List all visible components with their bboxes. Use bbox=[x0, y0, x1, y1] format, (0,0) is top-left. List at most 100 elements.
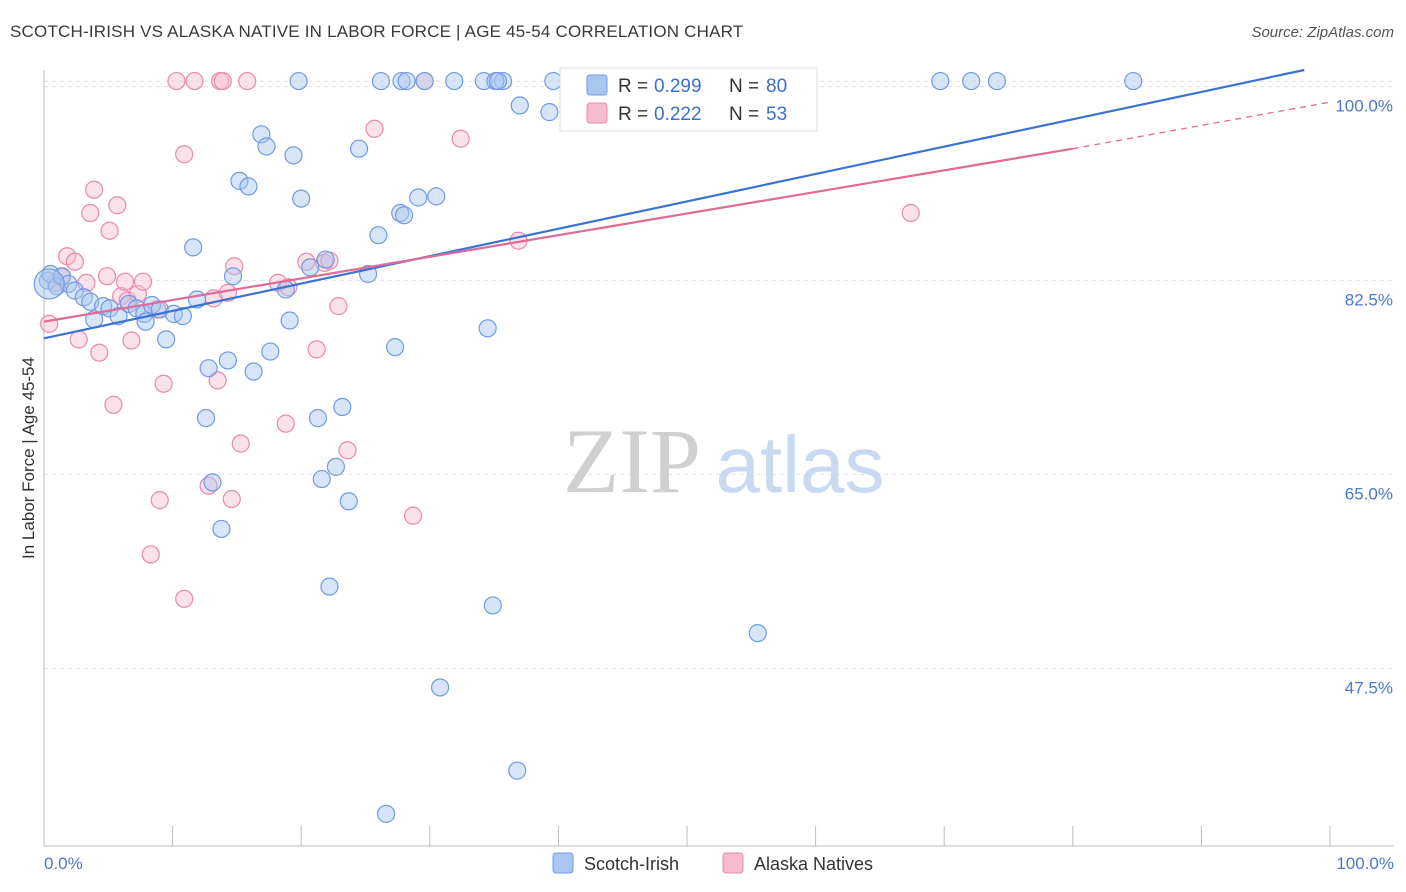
scotch-irish-point-33 bbox=[257, 137, 276, 156]
scotch-irish-point-57 bbox=[430, 678, 450, 697]
alaska-natives-trend-line bbox=[43, 147, 1073, 323]
bottom-legend-swatch-alaska-natives bbox=[722, 852, 744, 874]
alaska-natives-point-35 bbox=[231, 434, 250, 453]
alaska-natives-point-5 bbox=[69, 330, 88, 349]
y-axis-label: In Labor Force | Age 45-54 bbox=[19, 357, 38, 559]
alaska-natives-point-52 bbox=[365, 119, 384, 138]
scotch-irish-point-68 bbox=[748, 624, 767, 643]
alaska-natives-point-27 bbox=[185, 71, 204, 91]
correlation-legend: R = 0.299 N = 80 R = 0.222 N = 53 bbox=[559, 67, 818, 132]
alaska-natives-point-25 bbox=[175, 145, 194, 164]
scotch-irish-point-64 bbox=[510, 96, 529, 115]
scotch-irish-point-70 bbox=[962, 71, 981, 91]
alaska-natives-point-11 bbox=[100, 221, 119, 240]
scotch-irish-point-61 bbox=[483, 596, 502, 615]
alaska-natives-point-13 bbox=[108, 196, 127, 215]
scotch-irish-point-26 bbox=[212, 519, 231, 539]
alaska-natives-point-4 bbox=[65, 252, 84, 271]
scotch-irish-point-11 bbox=[109, 307, 128, 326]
alaska-natives-trend-extension bbox=[1072, 101, 1331, 150]
scotch-irish-point-62 bbox=[494, 71, 513, 91]
legend-swatch-scotch-irish bbox=[586, 74, 608, 96]
scotch-irish-point-44 bbox=[320, 577, 339, 596]
scotch-irish-points bbox=[33, 71, 1143, 823]
bottom-legend-scotch-irish: Scotch-Irish bbox=[584, 854, 679, 874]
legend-r-value-2: 0.222 bbox=[654, 104, 702, 125]
alaska-natives-point-20 bbox=[141, 545, 160, 564]
scotch-irish-cluster-point bbox=[33, 268, 65, 300]
scotch-irish-point-78 bbox=[371, 71, 391, 91]
legend-r-value-1: 0.299 bbox=[654, 76, 702, 97]
alaska-natives-point-15 bbox=[115, 272, 135, 291]
alaska-natives-point-12 bbox=[104, 395, 123, 414]
y-tick-labels: 100.0% 82.5% 65.0% 47.5% bbox=[1335, 97, 1393, 698]
y-tick-label-1: 82.5% bbox=[1345, 291, 1393, 310]
scotch-irish-point-37 bbox=[284, 146, 303, 165]
bottom-legend-swatch-scotch-irish bbox=[552, 852, 574, 874]
scotch-irish-point-45 bbox=[326, 457, 346, 476]
scotch-irish-point-38 bbox=[289, 71, 308, 91]
alaska-natives-point-30 bbox=[208, 371, 227, 390]
scotch-irish-point-65 bbox=[540, 103, 559, 122]
alaska-natives-point-9 bbox=[90, 343, 109, 362]
trend-lines bbox=[43, 68, 1331, 340]
scotch-irish-point-51 bbox=[376, 804, 396, 823]
scotch-irish-point-21 bbox=[184, 238, 203, 257]
scotch-irish-point-27 bbox=[218, 351, 237, 370]
legend-r-label-2: R = bbox=[618, 104, 648, 125]
scotch-irish-point-55 bbox=[409, 188, 428, 207]
alaska-natives-point-45 bbox=[403, 506, 423, 525]
legend-n-label-1: N = bbox=[729, 76, 759, 97]
chart-title: SCOTCH-IRISH VS ALASKA NATIVE IN LABOR F… bbox=[10, 22, 744, 41]
scotch-irish-point-52 bbox=[385, 338, 405, 357]
scotch-irish-point-48 bbox=[349, 139, 369, 158]
scotch-irish-point-23 bbox=[196, 408, 216, 428]
x-tick-label-min: 0.0% bbox=[44, 854, 83, 873]
y-tick-label-2: 65.0% bbox=[1345, 485, 1393, 504]
scotch-irish-point-18 bbox=[157, 330, 176, 349]
scotch-irish-point-46 bbox=[333, 397, 352, 417]
scotch-irish-point-28 bbox=[223, 267, 243, 286]
y-tick-label-0: 100.0% bbox=[1335, 97, 1393, 116]
alaska-natives-point-38 bbox=[276, 414, 295, 433]
x-tick-label-max: 100.0% bbox=[1336, 854, 1394, 873]
chart-source: Source: ZipAtlas.com bbox=[1251, 24, 1394, 41]
series-legend: Scotch-Irish Alaska Natives bbox=[552, 852, 873, 874]
scotch-irish-point-79 bbox=[397, 71, 416, 91]
scotch-irish-point-60 bbox=[478, 319, 497, 338]
scotch-irish-point-31 bbox=[244, 362, 263, 381]
scotch-irish-point-77 bbox=[488, 71, 508, 91]
alaska-natives-point-41 bbox=[307, 340, 326, 359]
legend-r-label-1: R = bbox=[618, 76, 648, 97]
alaska-natives-point-10 bbox=[97, 267, 117, 286]
alaska-natives-point-0 bbox=[40, 314, 59, 333]
alaska-natives-point-44 bbox=[338, 441, 357, 460]
scotch-irish-point-34 bbox=[261, 342, 280, 361]
y-tick-label-3: 47.5% bbox=[1345, 679, 1393, 698]
alaska-natives-point-23 bbox=[154, 374, 173, 393]
scotch-irish-point-36 bbox=[280, 311, 299, 330]
alaska-natives-point-24 bbox=[167, 71, 186, 91]
scotch-irish-point-25 bbox=[203, 473, 222, 492]
legend-n-value-1: 80 bbox=[766, 76, 787, 97]
scotch-irish-point-41 bbox=[308, 408, 328, 428]
alaska-natives-point-36 bbox=[238, 71, 257, 91]
watermark-atlas: atlas bbox=[716, 420, 885, 509]
scotch-irish-point-40 bbox=[301, 258, 320, 277]
bottom-legend-alaska-natives: Alaska Natives bbox=[754, 854, 873, 874]
legend-swatch-alaska-natives bbox=[586, 102, 608, 124]
scotch-irish-point-58 bbox=[445, 71, 464, 91]
alaska-natives-point-7 bbox=[81, 203, 100, 223]
scotch-irish-point-50 bbox=[369, 226, 388, 245]
alaska-natives-point-51 bbox=[329, 297, 348, 316]
scotch-irish-point-63 bbox=[508, 761, 527, 780]
alaska-natives-point-47 bbox=[451, 129, 470, 148]
scotch-irish-point-69 bbox=[931, 71, 950, 91]
scotch-irish-point-35 bbox=[276, 280, 295, 299]
scotch-irish-point-29 bbox=[230, 171, 249, 190]
alaska-natives-point-19 bbox=[133, 272, 153, 291]
scotch-irish-trend-line bbox=[43, 68, 1305, 340]
scotch-irish-point-56 bbox=[415, 71, 434, 91]
scotch-irish-point-5 bbox=[65, 281, 84, 300]
